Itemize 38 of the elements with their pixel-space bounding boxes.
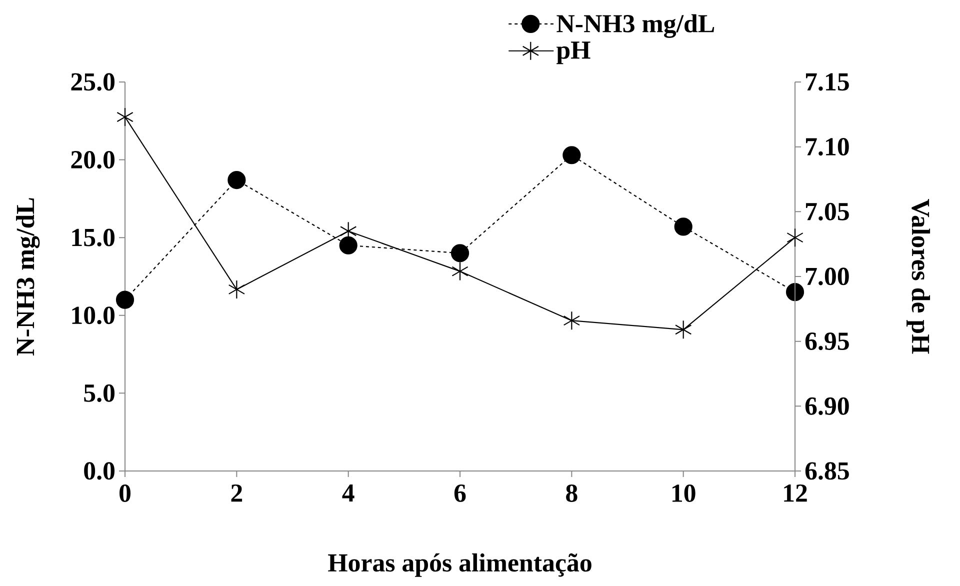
point: [116, 290, 134, 309]
point: [563, 311, 580, 330]
y-tick-label: 5.0: [84, 384, 115, 402]
point: [450, 244, 470, 262]
point: [562, 146, 581, 164]
x-tick-label: 6: [454, 484, 466, 502]
y2-tick-label: 7.00: [806, 268, 849, 286]
y2-tick-label: 7.10: [806, 138, 849, 156]
y2-tick-label: 7.05: [806, 202, 849, 220]
legend-label: pH: [556, 42, 590, 64]
point: [228, 170, 246, 190]
point: [786, 228, 804, 248]
point: [228, 280, 246, 299]
x-tick-label: 0: [120, 484, 130, 502]
y-tick-label: 10.0: [72, 306, 115, 324]
x-axis-title: Horas após alimentação: [328, 553, 592, 577]
x-tick-label: 8: [566, 484, 578, 502]
point: [675, 320, 692, 340]
y-tick-label: 15.0: [72, 228, 115, 246]
y-axis-title: N-NH3 mg/dL: [16, 198, 40, 356]
point: [674, 218, 692, 236]
x-tick-label: 2: [231, 484, 242, 502]
point: [339, 236, 358, 254]
y2-tick-label: 6.95: [805, 332, 849, 350]
y2-tick-label: 6.85: [805, 462, 849, 480]
point: [786, 282, 804, 302]
x-tick-label: 4: [342, 484, 354, 502]
y2-axis-title: Valores de pH: [906, 199, 930, 354]
y-tick-label: 25.0: [71, 73, 115, 91]
legend-label: N-NH3 mg/dL: [556, 14, 714, 38]
y-tick-label: 0.0: [84, 462, 115, 480]
point: [116, 107, 134, 127]
point: [452, 262, 468, 281]
y2-tick-label: 7.15: [806, 73, 849, 91]
y-tick-label: 20.0: [71, 150, 115, 169]
y2-tick-label: 6.90: [805, 397, 849, 415]
x-tick-label: 12: [784, 484, 807, 502]
x-tick-label: 10: [672, 484, 696, 502]
